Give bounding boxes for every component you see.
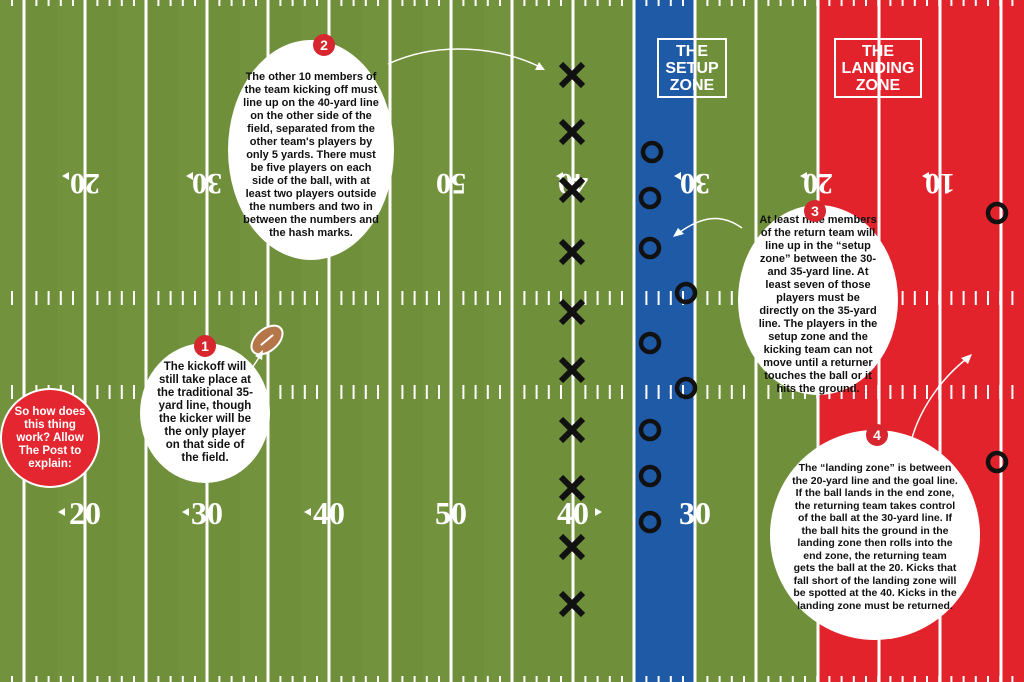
kicking-player-x (558, 118, 586, 146)
return-player-o (985, 201, 1009, 225)
turf-stripe (423, 0, 453, 682)
callout-4-leader-head (961, 354, 972, 364)
bottom-yard-number: 20 (69, 495, 101, 531)
setup-zone (634, 0, 696, 682)
direction-arrow (800, 172, 807, 180)
top-yard-number: 10 (925, 167, 955, 200)
callout-4: The “landing zone” is between the 20-yar… (770, 430, 980, 640)
callout-1-text: The kickoff will still take place at the… (157, 361, 253, 464)
kicking-player-x (558, 474, 586, 502)
bottom-yard-number: 40 (313, 495, 345, 531)
return-player-o (638, 331, 662, 355)
callout-4-text: The “landing zone” is between the 20-yar… (792, 462, 958, 612)
kicking-player-x (558, 176, 586, 204)
return-player-o (638, 464, 662, 488)
return-player-o (985, 450, 1009, 474)
landing-zone-label: THE LANDING ZONE (834, 38, 922, 98)
direction-arrow (186, 172, 193, 180)
direction-arrow (62, 172, 69, 180)
intro-bubble: So how does this thing work? Allow The P… (0, 388, 100, 488)
callout-2-leader (387, 48, 539, 67)
callout-4-number: 4 (866, 424, 888, 446)
direction-arrow (674, 172, 681, 180)
top-yard-number: 50 (436, 167, 466, 200)
bottom-yard-number: 50 (435, 495, 467, 531)
bottom-yard-number: 40 (557, 495, 589, 531)
callout-1-number: 1 (194, 335, 216, 357)
football-lace (260, 334, 274, 346)
turf-stripe (118, 0, 148, 682)
bottom-yard-number: 30 (191, 495, 223, 531)
callout-4-leader (911, 359, 966, 439)
callout-3-number: 3 (804, 200, 826, 222)
direction-arrow (922, 172, 929, 180)
bottom-yard-number: 30 (679, 495, 711, 531)
kicking-player-x (558, 590, 586, 618)
direction-arrow (304, 508, 311, 516)
direction-arrow (556, 172, 563, 180)
direction-arrow (595, 508, 602, 516)
top-yard-number: 30 (192, 167, 222, 200)
top-yard-number: 30 (680, 167, 710, 200)
return-player-o (674, 376, 698, 400)
setup-zone-label: THE SETUP ZONE (657, 38, 727, 98)
turf-stripe (484, 0, 514, 682)
callout-3: At least nine members of the return team… (738, 205, 898, 395)
callout-3-text: At least nine members of the return team… (758, 214, 878, 395)
return-player-o (638, 418, 662, 442)
turf-stripe (0, 0, 26, 682)
return-player-o (638, 186, 662, 210)
return-player-o (638, 236, 662, 260)
callout-3-leader (679, 217, 743, 233)
callout-1: The kickoff will still take place at the… (140, 343, 270, 483)
direction-arrow (58, 508, 65, 516)
football-icon (250, 324, 284, 356)
callout-2-number: 2 (313, 34, 335, 56)
direction-arrow (182, 508, 189, 516)
top-yard-number: 20 (803, 167, 833, 200)
kicking-player-x (558, 416, 586, 444)
top-yard-number: 20 (70, 167, 100, 200)
kicking-player-x (558, 533, 586, 561)
callout-3-leader-head (673, 228, 684, 237)
kicking-player-x (558, 238, 586, 266)
turf-stripe (57, 0, 87, 682)
return-player-o (638, 510, 662, 534)
callout-2-leader-head (535, 62, 545, 70)
callout-2: The other 10 members of the team kicking… (228, 40, 394, 260)
callout-1-leader-head (255, 350, 263, 360)
kicking-player-x (558, 61, 586, 89)
callout-2-text: The other 10 members of the team kicking… (243, 70, 379, 239)
return-player-o (640, 140, 664, 164)
kicking-player-x (558, 356, 586, 384)
return-player-o (674, 281, 698, 305)
kicking-player-x (558, 298, 586, 326)
